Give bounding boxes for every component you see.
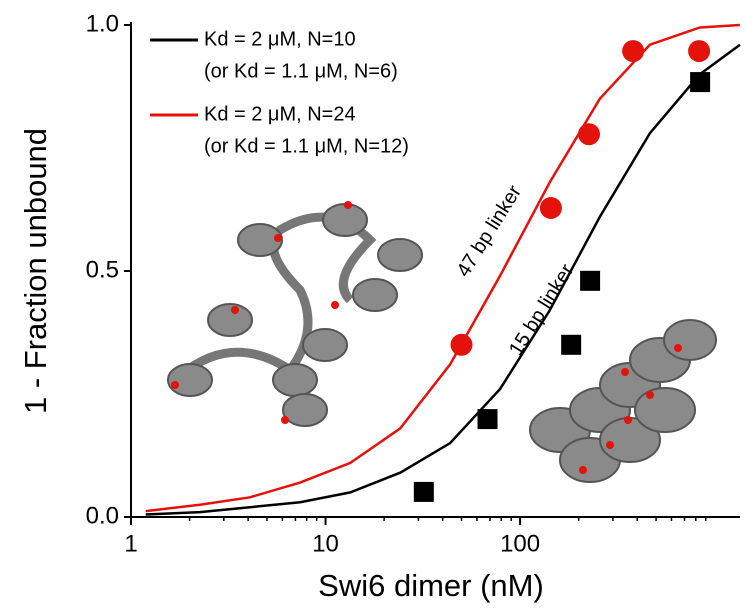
fit-line [145,43,741,516]
data-point [688,40,711,63]
data-point [539,197,562,220]
data-square [413,481,434,502]
x-tick-label: 100 [500,530,540,557]
data-square [477,409,498,430]
illustration-left [167,201,423,427]
data-square [690,72,711,93]
fit-line [145,23,741,513]
y-tick-label: 1.0 [86,10,119,37]
data-point [577,123,600,146]
x-tick-label: 1 [124,530,137,557]
legend-label: Kd = 2 μM, N=10 [204,28,356,50]
data-point [450,333,473,356]
legend-note: (or Kd = 1.1 μM, N=6) [204,60,398,82]
x-tick-label: 10 [312,530,339,557]
y-tick-label: 0.5 [86,256,119,283]
legend-label: Kd = 2 μM, N=24 [204,103,356,125]
legend-note: (or Kd = 1.1 μM, N=12) [204,135,409,157]
data-square [580,270,601,291]
annotation: 47 bp linker [453,181,527,281]
y-axis-title: 1 - Fraction unbound [18,128,53,414]
x-axis-title: Swi6 dimer (nM) [318,568,544,603]
data-point [622,40,645,63]
data-square [561,334,582,355]
y-tick-label: 0.0 [86,502,119,529]
illustration-right [529,319,717,483]
